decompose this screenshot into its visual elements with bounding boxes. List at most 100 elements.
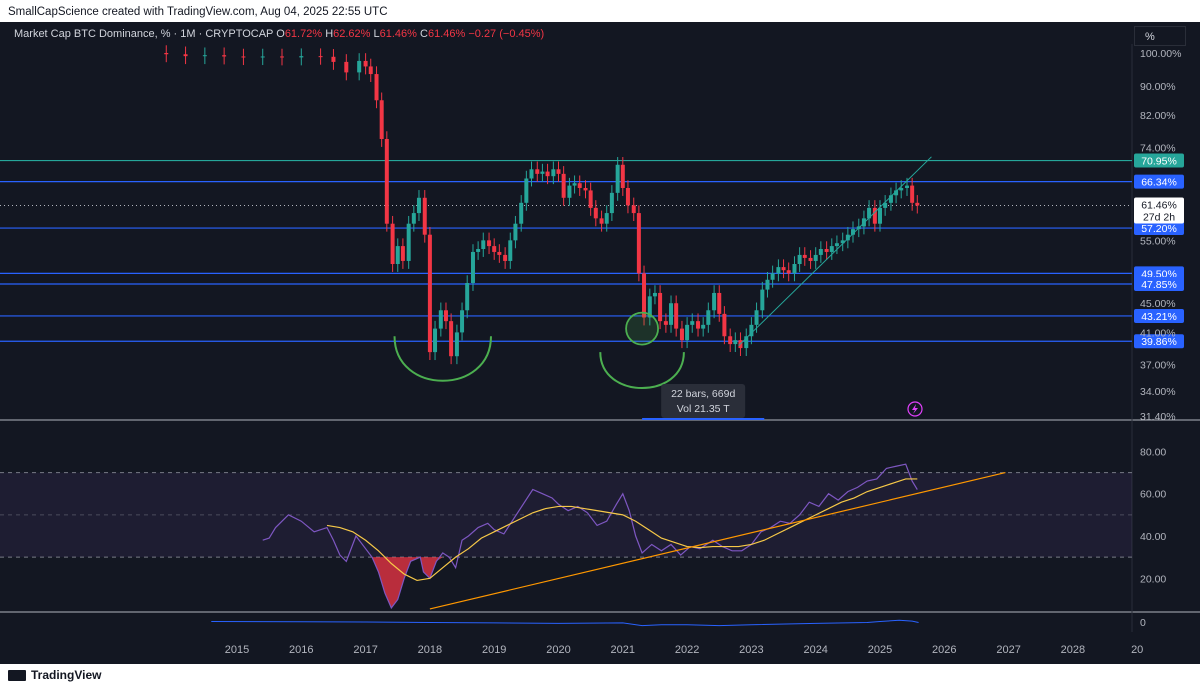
- legend-close-label: C: [420, 28, 428, 40]
- chart-area[interactable]: 22 bars, 669d Vol 21.35 T 70.95% 66.34% 57.…: [0, 22, 1200, 664]
- candle-body: [905, 185, 910, 188]
- candle-body: [754, 310, 759, 325]
- candle-body: [529, 169, 534, 179]
- time-axis-tick: 2018: [418, 644, 442, 656]
- candle-body: [781, 267, 786, 271]
- candle-body: [609, 192, 614, 214]
- candle-body: [481, 240, 486, 250]
- legend-low-label: L: [373, 28, 380, 40]
- measure-tooltip-line2: Vol 21.35 T: [677, 403, 731, 415]
- chart-canvas[interactable]: 22 bars, 669d Vol 21.35 T 70.95% 66.34% 57.…: [0, 22, 1200, 664]
- time-axis-tick: 20: [1131, 644, 1143, 656]
- legend-high-label: H: [325, 28, 334, 40]
- candle-body: [357, 60, 362, 73]
- level-tag-label: 66.34%: [1141, 177, 1177, 189]
- candle-body: [765, 279, 770, 290]
- candle-body: [454, 332, 459, 357]
- candle-body: [786, 270, 791, 274]
- candle-body: [792, 264, 797, 274]
- price-scale-unit-button[interactable]: %: [1134, 26, 1186, 46]
- candle-body: [696, 321, 701, 329]
- candle-body: [222, 55, 227, 57]
- price-axis-tick: 74.00%: [1140, 142, 1176, 154]
- candle-body: [183, 54, 188, 57]
- time-axis-tick: 2019: [482, 644, 506, 656]
- rsi-ma-line: [326, 478, 918, 582]
- candle-body: [449, 321, 454, 357]
- candle-body: [679, 328, 684, 341]
- candle-body: [712, 292, 717, 311]
- circle-annotation: [625, 311, 659, 346]
- candle-body: [411, 213, 416, 224]
- rsi-trendline: [429, 472, 1006, 610]
- candle-body: [540, 171, 545, 174]
- level-tag: [1134, 266, 1184, 281]
- legend-close-value: 61.46%: [427, 28, 466, 40]
- rsi-line: [262, 463, 918, 610]
- tradingview-brand: TradingView: [31, 668, 102, 682]
- price-axis-tick: 37.00%: [1140, 360, 1176, 372]
- candle-body: [760, 289, 765, 311]
- volume-line: [211, 619, 919, 627]
- level-tag: [1134, 174, 1184, 189]
- level-tag: [1134, 334, 1184, 349]
- volume-axis-tick: 0: [1140, 617, 1146, 629]
- time-axis-tick: 2016: [289, 644, 313, 656]
- measure-tooltip-line1: 22 bars, 669d: [671, 388, 735, 400]
- horizontal-levels-layer: [0, 159, 1132, 342]
- candle-body: [406, 223, 411, 261]
- time-axis-tick: 2020: [546, 644, 570, 656]
- candle-body: [545, 171, 550, 177]
- candle-body: [427, 234, 432, 353]
- measure-tooltip: [661, 384, 746, 418]
- candle-body: [588, 190, 593, 208]
- legend-change: −0.27 (−0.45%): [468, 28, 545, 40]
- time-axis-tick: 2024: [803, 644, 827, 656]
- candle-body: [422, 197, 427, 235]
- annotations-layer: 22 bars, 669d Vol 21.35 T: [393, 311, 923, 420]
- candle-body: [728, 336, 733, 345]
- candle-body: [910, 185, 915, 203]
- candle-body: [685, 324, 690, 341]
- lightning-glyph: [912, 404, 918, 414]
- time-axis-tick: 2017: [353, 644, 377, 656]
- candle-body: [374, 74, 379, 101]
- candle-body: [572, 183, 577, 186]
- candle-body: [915, 202, 920, 206]
- rsi-axis-tick: 20.00: [1140, 573, 1166, 585]
- legend-open-value: 61.72%: [284, 28, 323, 40]
- candle-body: [443, 310, 448, 322]
- candle-body: [583, 187, 588, 191]
- candle-body: [460, 310, 465, 333]
- candle-body: [395, 246, 400, 265]
- rising-trendline: [738, 156, 932, 347]
- candle-body: [202, 55, 207, 57]
- legend-low-value: 61.46%: [379, 28, 417, 40]
- candle-body: [894, 190, 899, 196]
- candle-body: [636, 213, 641, 274]
- candle-body: [663, 321, 668, 325]
- candle-body: [318, 56, 323, 58]
- candle-body: [164, 53, 169, 55]
- price-axis-tick: 34.00%: [1140, 386, 1176, 398]
- candle-body: [867, 207, 872, 219]
- grid-layer: [0, 44, 1200, 632]
- candle-body: [524, 178, 529, 203]
- candle-body: [299, 56, 304, 58]
- candle-body: [878, 207, 882, 224]
- candle-body: [561, 173, 566, 198]
- price-axis-tick: 45.00%: [1140, 298, 1176, 310]
- candle-body: [850, 229, 855, 235]
- tradingview-logo[interactable]: TradingView: [8, 668, 101, 682]
- candle-body: [535, 169, 540, 174]
- symbol-legend[interactable]: Market Cap BTC Dominance, % · 1M · CRYPT…: [14, 28, 544, 40]
- level-tag: [1134, 308, 1184, 323]
- level-tag-label: 47.85%: [1141, 279, 1177, 291]
- time-axis-tick: 2028: [1061, 644, 1085, 656]
- candle-body: [701, 324, 706, 329]
- candle-body: [604, 213, 609, 224]
- candle-body: [722, 313, 727, 337]
- candle-body: [744, 336, 749, 349]
- candle-body: [368, 66, 373, 75]
